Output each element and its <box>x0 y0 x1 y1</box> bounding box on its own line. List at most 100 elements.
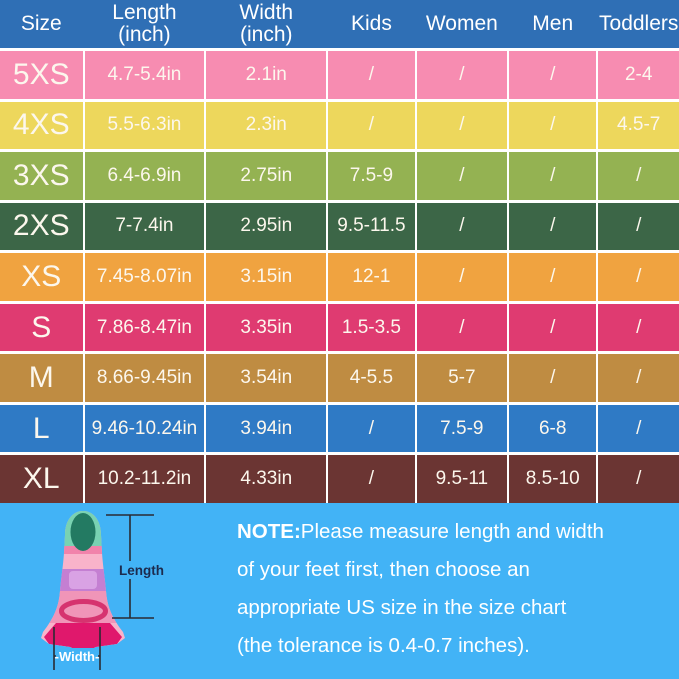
table-cell: 4-5.5 <box>328 354 415 402</box>
table-cell: 7.86-8.47in <box>84 303 205 352</box>
table-cell: 4.7-5.4in <box>84 51 205 99</box>
fin-diagram: Length -Width- <box>20 505 232 677</box>
row-size-label: XS <box>0 253 83 301</box>
table-cell: 2-4 <box>598 51 679 99</box>
fin-blade <box>41 511 125 653</box>
table-cell: 2.75in <box>206 152 327 200</box>
width-label: -Width- <box>55 649 100 664</box>
table-cell: 3.54in <box>206 354 327 402</box>
row-size-label: 4XS <box>0 101 83 150</box>
table-cell: 7.5-9 <box>328 152 415 200</box>
row-size-label: M <box>0 354 83 402</box>
table-cell: / <box>509 152 597 200</box>
width-label-backdrop <box>56 648 98 663</box>
header-label: Men <box>532 12 574 35</box>
header-label: Size <box>20 12 62 35</box>
table-cell: / <box>509 354 597 402</box>
table-body: 5XS 4.7-5.4in 2.1in / / / 2-4 4XS 5.5-6.… <box>0 51 679 503</box>
note-line: (the tolerance is 0.4-0.7 inches). <box>237 634 530 657</box>
note-line: appropriate US size in the size chart <box>237 596 567 619</box>
fin-purple-highlight <box>69 571 97 589</box>
header-label: Women <box>425 12 498 35</box>
table-cell: 4.33in <box>206 455 327 503</box>
table-cell: 8.66-9.45in <box>84 354 205 402</box>
row-size-label: L <box>0 404 83 453</box>
table-cell: / <box>328 51 415 99</box>
table-cell: 1.5-3.5 <box>328 303 415 352</box>
table-cell: / <box>509 101 597 150</box>
row-size-label: S <box>0 303 83 352</box>
table-cell: 3.15in <box>206 253 327 301</box>
length-label-backdrop <box>116 561 164 579</box>
header-toddlers: Toddlers <box>598 0 679 48</box>
note-line-text: Please measure length and width <box>300 520 604 543</box>
table-cell: 12-1 <box>328 253 415 301</box>
table-cell: / <box>416 152 508 200</box>
header-label: Length <box>112 1 177 24</box>
header-length: Length (inch) <box>85 0 205 48</box>
note-text: NOTE:Please measure length and width of … <box>237 513 665 665</box>
table-cell: 9.5-11 <box>416 455 508 503</box>
table-cell: / <box>416 202 508 251</box>
table-cell: / <box>509 51 597 99</box>
table-cell: 9.5-11.5 <box>328 202 415 251</box>
table-cell: 7.5-9 <box>416 404 508 453</box>
header-sublabel: (inch) <box>240 23 293 46</box>
table-cell: / <box>416 101 508 150</box>
table-cell: / <box>598 303 679 352</box>
note-line: NOTE:Please measure length and width <box>237 513 665 551</box>
table-cell: / <box>598 455 679 503</box>
table-cell: / <box>328 101 415 150</box>
table-cell: 10.2-11.2in <box>84 455 205 503</box>
table-cell: 9.46-10.24in <box>84 404 205 453</box>
size-table: Size Length (inch) Width (inch) Kids Women… <box>0 0 679 503</box>
header-kids: Kids <box>328 0 414 48</box>
header-label: Kids <box>350 12 392 35</box>
header-label: Width <box>239 1 294 24</box>
table-cell: / <box>416 303 508 352</box>
table-header-row: Size Length (inch) Width (inch) Kids Women… <box>0 0 679 48</box>
header-width: Width (inch) <box>206 0 326 48</box>
header-label: Toddlers <box>599 12 679 35</box>
header-size: Size <box>0 0 83 48</box>
table-cell: / <box>509 303 597 352</box>
table-cell: 5-7 <box>416 354 508 402</box>
note-section: Length -Width- NOTE:Please measure lengt… <box>0 503 679 679</box>
fin-tip <box>41 511 125 546</box>
table-cell: 2.1in <box>206 51 327 99</box>
table-cell: 6.4-6.9in <box>84 152 205 200</box>
header-men: Men <box>509 0 596 48</box>
table-cell: 2.3in <box>206 101 327 150</box>
table-cell: 3.35in <box>206 303 327 352</box>
table-cell: 7.45-8.07in <box>84 253 205 301</box>
heel-strap-ring <box>59 599 108 623</box>
table-cell: 3.94in <box>206 404 327 453</box>
note-line: of your feet first, then choose an <box>237 558 530 581</box>
table-cell: / <box>328 404 415 453</box>
row-size-label: 3XS <box>0 152 83 200</box>
table-cell: / <box>598 152 679 200</box>
row-size-label: XL <box>0 455 83 503</box>
table-cell: 2.95in <box>206 202 327 251</box>
row-size-label: 2XS <box>0 202 83 251</box>
table-cell: / <box>598 253 679 301</box>
table-cell: / <box>598 202 679 251</box>
table-cell: 7-7.4in <box>84 202 205 251</box>
table-cell: / <box>598 354 679 402</box>
fin-bottom-flare <box>44 623 122 653</box>
table-cell: 5.5-6.3in <box>84 101 205 150</box>
table-cell: / <box>598 404 679 453</box>
table-cell: 4.5-7 <box>598 101 679 150</box>
table-cell: 6-8 <box>509 404 597 453</box>
table-cell: / <box>416 51 508 99</box>
header-sublabel: (inch) <box>118 23 171 46</box>
length-label: Length <box>119 563 164 578</box>
note-label: NOTE: <box>237 520 301 543</box>
table-cell: / <box>328 455 415 503</box>
table-cell: / <box>509 202 597 251</box>
table-cell: / <box>509 253 597 301</box>
table-cell: 8.5-10 <box>509 455 597 503</box>
header-women: Women <box>417 0 507 48</box>
fin-toe-opening <box>70 513 96 551</box>
